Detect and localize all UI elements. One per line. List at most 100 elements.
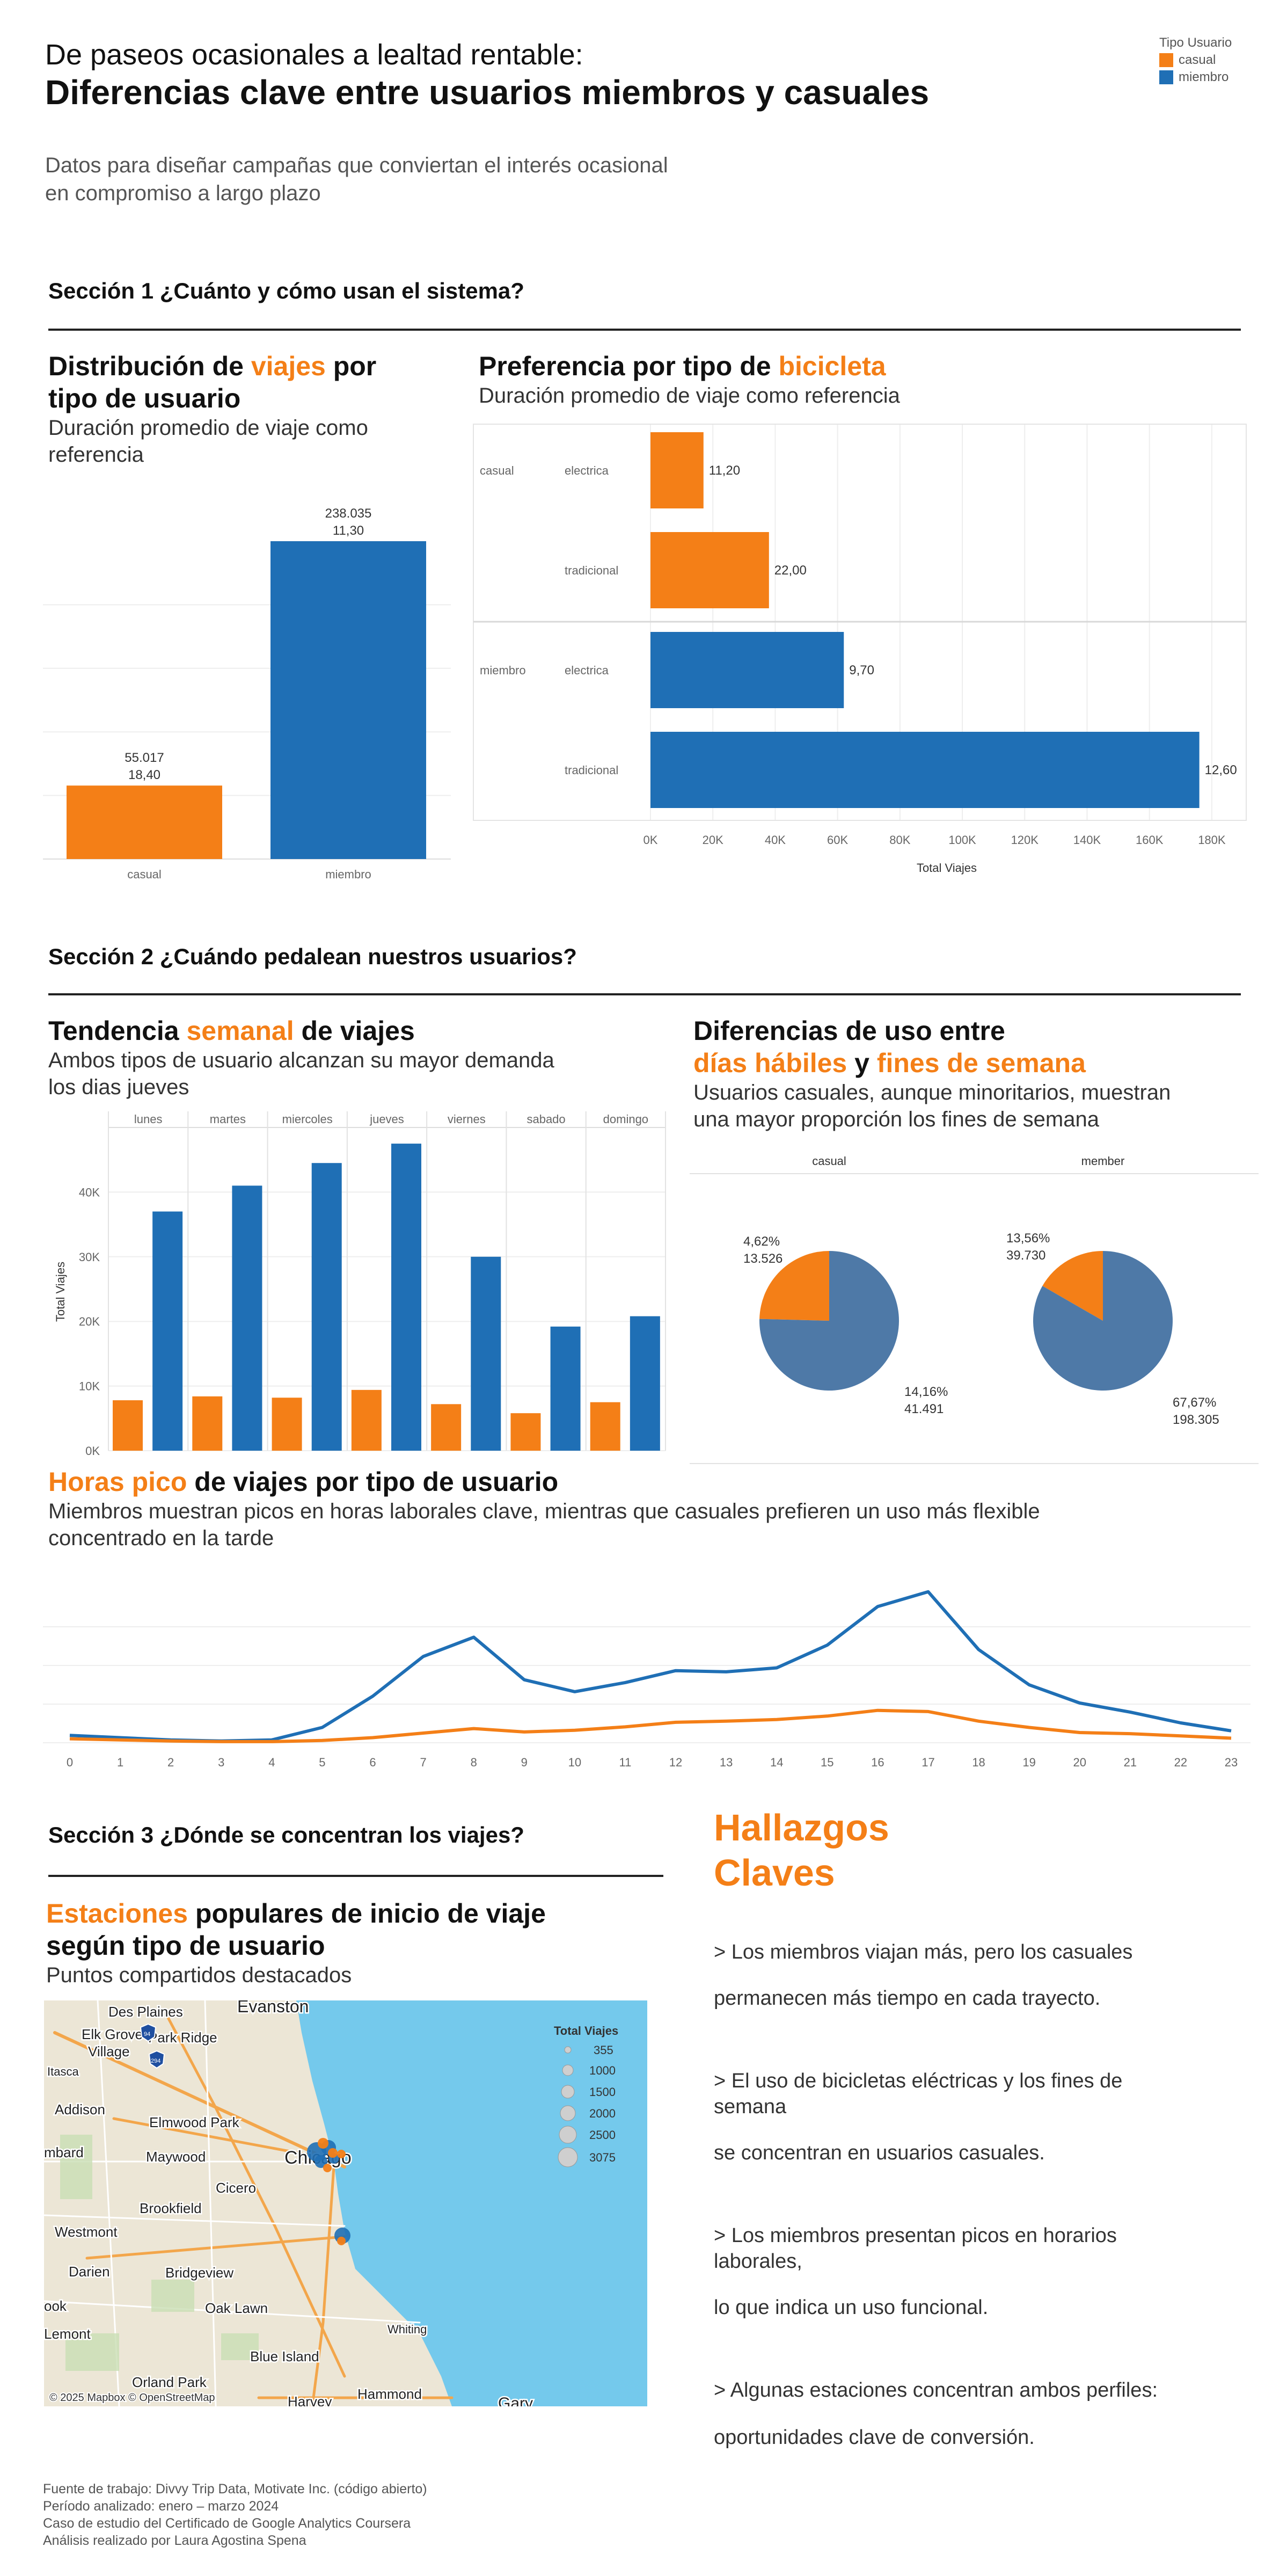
hourly-sub-line2: concentrado en la tarde (48, 1526, 274, 1550)
title-line1: De paseos ocasionales a lealtad rentable… (45, 39, 583, 71)
x-tick-label: 120K (1011, 833, 1039, 847)
finding-1b: permanecen más tiempo en cada trayecto. (714, 1987, 1101, 2010)
map-label-evanston: Evanston (237, 2000, 309, 2016)
map-label-elkgrove: Elk Grove (82, 2026, 143, 2042)
size-legend-mark (560, 2105, 576, 2121)
pref-title-a: Preferencia por tipo de (479, 351, 779, 381)
station-marker[interactable] (337, 2150, 346, 2158)
category-label: tradicional (565, 763, 618, 777)
weekly-title-b: de viajes (294, 1016, 415, 1046)
pie-label-percent: 67,67% (1173, 1395, 1216, 1410)
map-label-oaklawn: Oak Lawn (205, 2300, 268, 2316)
x-tick-label: 160K (1136, 833, 1164, 847)
dist-chart-heading: Distribución de viajes por tipo de usuar… (48, 350, 456, 468)
size-legend-label: 2000 (589, 2107, 616, 2120)
y-tick-label: 20K (79, 1315, 100, 1328)
map-label-whiting: Whiting (387, 2323, 427, 2336)
day-label: jueves (369, 1112, 404, 1126)
size-legend-label: 355 (594, 2043, 613, 2057)
y-tick-label: 30K (79, 1250, 100, 1264)
hour-tick-label: 1 (117, 1756, 123, 1769)
bar-miembro-viernes (471, 1256, 501, 1451)
x-tick-label: 100K (948, 833, 976, 847)
hour-tick-label: 21 (1124, 1756, 1137, 1769)
legend-swatch-miembro (1159, 70, 1173, 84)
title-line2: Diferencias clave entre usuarios miembro… (45, 73, 930, 112)
size-legend-label: 1000 (589, 2064, 616, 2077)
subtitle-line1: Datos para diseñar campañas que conviert… (45, 154, 668, 177)
hour-tick-label: 6 (369, 1756, 376, 1769)
station-marker[interactable] (323, 2164, 332, 2172)
weekend-title-mid: y (847, 1048, 877, 1078)
station-marker[interactable] (315, 2155, 327, 2168)
hourly-chart-title: Horas pico de viajes por tipo de usuario (48, 1466, 1229, 1498)
station-marker[interactable] (337, 2237, 346, 2245)
weekend-chart-heading: Diferencias de uso entre días hábiles y … (693, 1015, 1257, 1133)
dist-chart-subtitle: Duración promedio de viaje como referenc… (48, 414, 456, 468)
station-map[interactable]: Evanston Des Plaines Elk Grove Village P… (44, 2000, 647, 2406)
section3-divider (48, 1875, 663, 1877)
size-legend-mark (558, 2147, 578, 2167)
pref-title-highlight: bicicleta (778, 351, 886, 381)
hourly-chart-heading: Horas pico de viajes por tipo de usuario… (48, 1466, 1229, 1552)
bar-miembro (270, 541, 426, 859)
source-footer: Fuente de trabajo: Divvy Trip Data, Moti… (43, 2480, 427, 2549)
bar-casual-tradicional (650, 532, 769, 608)
findings-title-line2: Claves (714, 1852, 835, 1894)
x-axis-title: Total Viajes (917, 861, 977, 875)
station-markers[interactable] (307, 2138, 350, 2245)
hour-tick-label: 23 (1225, 1756, 1238, 1769)
map-label-westmont: Westmont (55, 2224, 118, 2240)
pie-slice-member (1033, 1251, 1173, 1391)
legend-title: Tipo Usuario (1159, 35, 1232, 50)
legend-label: miembro (1179, 70, 1229, 84)
station-marker[interactable] (328, 2148, 338, 2158)
stations-chart-heading: Estaciones populares de inicio de viaje … (46, 1897, 690, 1989)
stations-title-line2: según tipo de usuario (46, 1931, 325, 1961)
map-label-brookfield: Brookfield (140, 2200, 202, 2216)
bar-casual-jueves (351, 1389, 382, 1451)
pref-chart-heading: Preferencia por tipo de bicicleta Duraci… (479, 350, 1230, 409)
data-label-duration: 18,40 (128, 768, 160, 782)
section2-divider (48, 993, 1241, 995)
footer-line: Período analizado: enero – marzo 2024 (43, 2499, 279, 2514)
findings-title: Hallazgos Claves (714, 1805, 889, 1895)
hour-tick-label: 19 (1022, 1756, 1035, 1769)
bar-casual (67, 785, 222, 859)
hour-tick-label: 2 (167, 1756, 174, 1769)
x-tick-label: 0K (644, 833, 658, 847)
hour-tick-label: 22 (1174, 1756, 1187, 1769)
pie-label-percent: 13,56% (1006, 1231, 1050, 1246)
legend-label: casual (1179, 53, 1216, 67)
page-title: De paseos ocasionales a lealtad rentable… (45, 38, 1118, 113)
map-legend-title: Total Viajes (554, 2024, 618, 2037)
day-label: domingo (603, 1112, 648, 1126)
weekend-sub-line1: Usuarios casuales, aunque minoritarios, … (693, 1081, 1171, 1104)
hour-tick-label: 11 (619, 1756, 632, 1769)
bar-casual-electrica (650, 432, 704, 508)
map-label-itasca: Itasca (47, 2065, 79, 2078)
pie-slice-member (1042, 1251, 1103, 1321)
map-label-lombard: mbard (44, 2144, 84, 2160)
hour-tick-label: 16 (871, 1756, 884, 1769)
dist-chart-title: Distribución de viajes por tipo de usuar… (48, 350, 456, 414)
hour-tick-label: 17 (922, 1756, 934, 1769)
weekend-chart-title: Diferencias de uso entre días hábiles y … (693, 1015, 1257, 1079)
x-tick-label: 20K (703, 833, 723, 847)
weekly-chart-heading: Tendencia semanal de viajes Ambos tipos … (48, 1015, 692, 1101)
subtitle-line2: en compromiso a largo plazo (45, 181, 321, 205)
station-marker[interactable] (318, 2138, 328, 2149)
size-legend-label: 3075 (589, 2151, 616, 2164)
bar-miembro-sabado (550, 1326, 581, 1451)
category-label: miembro (325, 868, 371, 881)
map-label-parkridge: Park Ridge (148, 2029, 217, 2046)
weekly-chart-subtitle: Ambos tipos de usuario alcanzan su mayor… (48, 1047, 692, 1101)
hour-tick-label: 15 (821, 1756, 833, 1769)
data-label: 22,00 (774, 563, 807, 578)
map-label-harvey: Harvey (288, 2393, 332, 2406)
finding-2b: semana (714, 2095, 787, 2118)
x-tick-label: 60K (827, 833, 848, 847)
section1-divider (48, 329, 1241, 331)
data-label-total: 55.017 (125, 751, 164, 765)
map-label-village: Village (88, 2043, 130, 2060)
